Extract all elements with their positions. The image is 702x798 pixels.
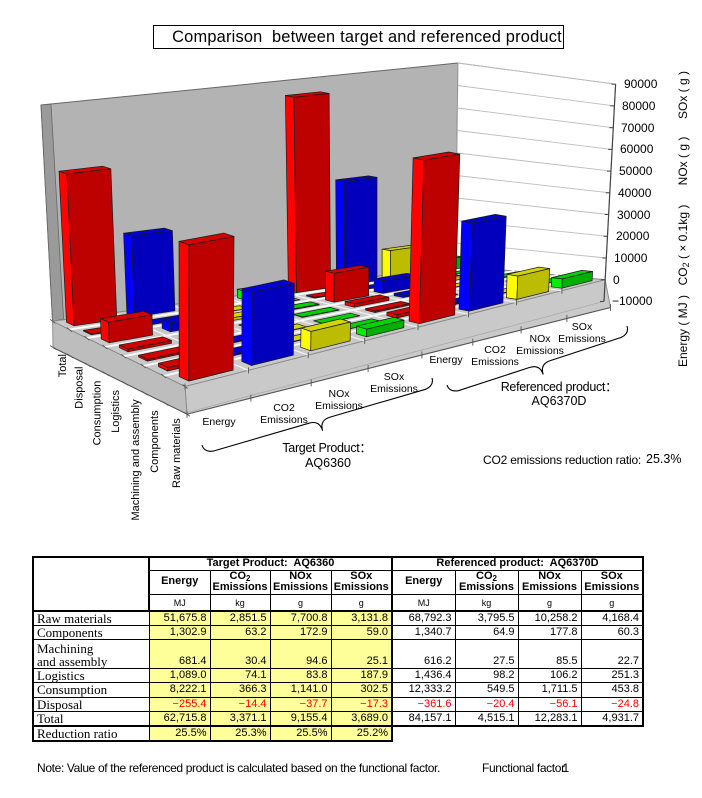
- svg-text:20000: 20000: [616, 229, 650, 243]
- svg-text:CO2: CO2: [273, 402, 295, 414]
- svg-text:Emissions: Emissions: [260, 414, 308, 426]
- svg-text:NOx: NOx: [329, 388, 351, 400]
- svg-text:Raw materials: Raw materials: [171, 418, 183, 488]
- svg-text:Emissions: Emissions: [558, 333, 606, 345]
- svg-text:NOx: NOx: [530, 333, 552, 345]
- svg-text:80000: 80000: [622, 99, 656, 113]
- svg-text:Emissions: Emissions: [370, 383, 418, 395]
- svg-text:50000: 50000: [619, 164, 653, 178]
- svg-text:SOx: SOx: [572, 321, 593, 333]
- svg-text:0: 0: [613, 273, 620, 287]
- svg-text:70000: 70000: [621, 121, 655, 135]
- svg-text:NOx ( g ): NOx ( g ): [676, 137, 690, 186]
- svg-text:AQ6370D: AQ6370D: [532, 394, 587, 408]
- svg-text:40000: 40000: [618, 186, 652, 200]
- svg-text:Components: Components: [149, 410, 161, 473]
- svg-text:Energy: Energy: [429, 354, 463, 366]
- svg-text:CO2 emissions reduction ratio:: CO2 emissions reduction ratio:: [483, 453, 641, 467]
- svg-text:Emissions: Emissions: [315, 400, 363, 412]
- svg-text:10000: 10000: [614, 251, 648, 265]
- svg-text:Emissions: Emissions: [516, 345, 564, 357]
- svg-text:90000: 90000: [624, 77, 658, 91]
- svg-text:SOx: SOx: [384, 371, 405, 383]
- svg-text:Emissions: Emissions: [471, 356, 519, 368]
- svg-text:Energy ( MJ ): Energy ( MJ ): [676, 295, 690, 367]
- svg-text:AQ6360: AQ6360: [305, 456, 351, 470]
- svg-text:Machining and assembly: Machining and assembly: [130, 399, 142, 521]
- svg-text:Referenced product：: Referenced product：: [501, 380, 618, 394]
- svg-text:Energy: Energy: [202, 416, 236, 428]
- svg-text:−10000: −10000: [612, 294, 653, 308]
- svg-text:Consumption: Consumption: [92, 381, 104, 446]
- svg-text:CO2 ( × 0.1kg ): CO2 ( × 0.1kg ): [676, 205, 691, 286]
- svg-text:Disposal: Disposal: [74, 367, 86, 409]
- svg-text:30000: 30000: [617, 208, 651, 222]
- svg-text:Total: Total: [57, 354, 69, 377]
- svg-text:Logistics: Logistics: [110, 390, 122, 433]
- svg-text:CO2: CO2: [484, 344, 506, 356]
- svg-text:SOx ( g ): SOx ( g ): [676, 71, 690, 119]
- svg-text:60000: 60000: [620, 142, 654, 156]
- svg-text:25.3%: 25.3%: [646, 452, 681, 466]
- svg-text:Target Product：: Target Product：: [282, 441, 371, 455]
